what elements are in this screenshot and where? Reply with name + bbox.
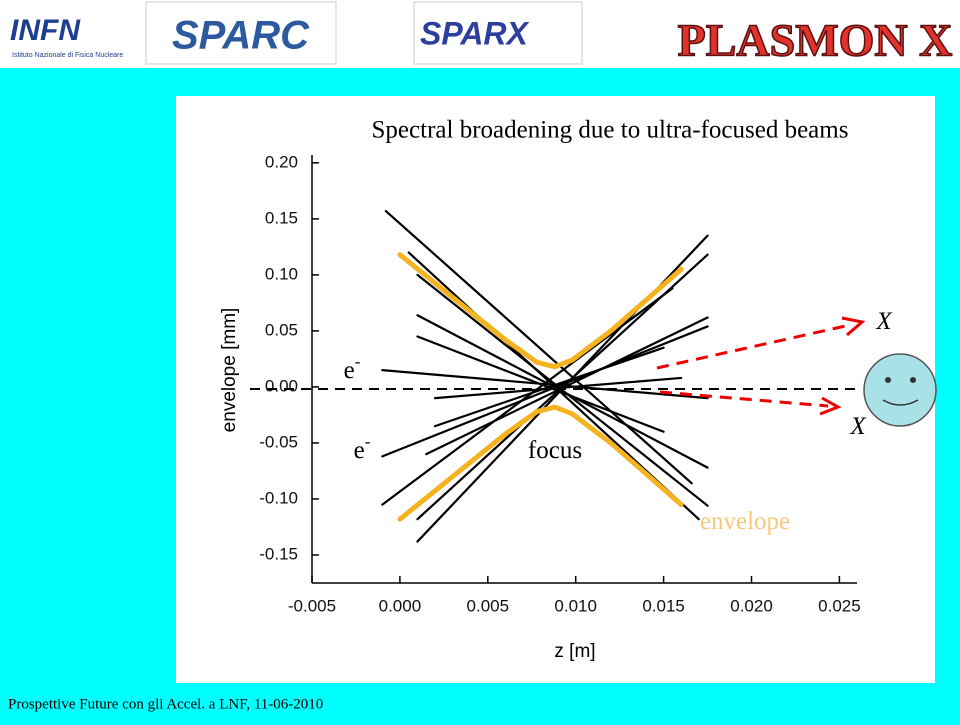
logo-sparc: SPARC — [172, 14, 310, 58]
series-line — [397, 252, 684, 370]
annotation: envelope — [700, 508, 790, 535]
logo-plasmon: PLASMON X — [678, 15, 953, 66]
plot: -0.15-0.10-0.050.000.050.100.150.20-0.00… — [219, 117, 893, 662]
logo-box — [413, 1, 583, 65]
annotation-text: e — [344, 357, 355, 384]
series-line — [416, 335, 665, 433]
annotation: focus — [528, 437, 582, 464]
series-line — [416, 314, 709, 469]
smiley-mouth — [882, 399, 919, 406]
chart-title: Spectral broadening due to ultra-focused… — [372, 117, 849, 144]
y-axis-label: envelope [mm] — [219, 308, 240, 433]
y-tick-label: -0.05 — [259, 432, 298, 451]
x-tick-label: 0.015 — [642, 596, 685, 615]
y-tick-label: 0.20 — [265, 152, 298, 171]
logo-sparx: SPARX — [420, 15, 530, 51]
y-tick-label: 0.10 — [265, 264, 298, 283]
arrowhead — [819, 396, 842, 416]
series-line — [397, 404, 684, 522]
series-line — [425, 316, 709, 456]
smiley-eye — [885, 377, 891, 383]
arrow — [656, 323, 851, 370]
annotation-text: e — [354, 437, 365, 464]
annotation-text: X — [849, 413, 867, 440]
smiley — [863, 353, 937, 427]
x-axis-label: z [m] — [554, 641, 595, 662]
y-tick-label: 0.15 — [265, 208, 298, 227]
annotation-sup: - — [355, 352, 361, 371]
arrowhead — [841, 316, 866, 337]
x-tick-label: 0.000 — [379, 596, 422, 615]
series-line — [381, 325, 709, 458]
x-tick-label: 0.025 — [818, 596, 861, 615]
x-tick-label: 0.020 — [730, 596, 773, 615]
annotation: X — [875, 308, 893, 335]
y-tick-label: 0.00 — [265, 376, 298, 395]
series-line — [433, 346, 665, 428]
logo-infn-sub: Istituto Nazionale di Fisica Nucleare — [12, 52, 123, 59]
footer: Prospettive Future con gli Accel. a LNF,… — [8, 696, 323, 712]
annotation-text: focus — [528, 437, 582, 464]
y-tick-label: -0.10 — [259, 488, 298, 507]
logo-infn: INFN — [10, 14, 81, 47]
smiley-eye — [910, 377, 916, 383]
x-tick-label: 0.010 — [554, 596, 597, 615]
annotation-text: envelope — [700, 508, 790, 535]
x-tick-label: -0.005 — [288, 596, 336, 615]
logo-box — [145, 1, 337, 65]
y-tick-label: -0.15 — [259, 544, 298, 563]
annotation-sup: - — [365, 432, 371, 451]
annotation: e- — [354, 432, 371, 464]
annotation: e- — [344, 352, 361, 384]
arrow — [659, 390, 829, 408]
x-tick-label: 0.005 — [467, 596, 510, 615]
series-line — [384, 209, 693, 485]
annotation-text: X — [875, 308, 893, 335]
annotation: X — [849, 413, 867, 440]
y-tick-label: 0.05 — [265, 320, 298, 339]
